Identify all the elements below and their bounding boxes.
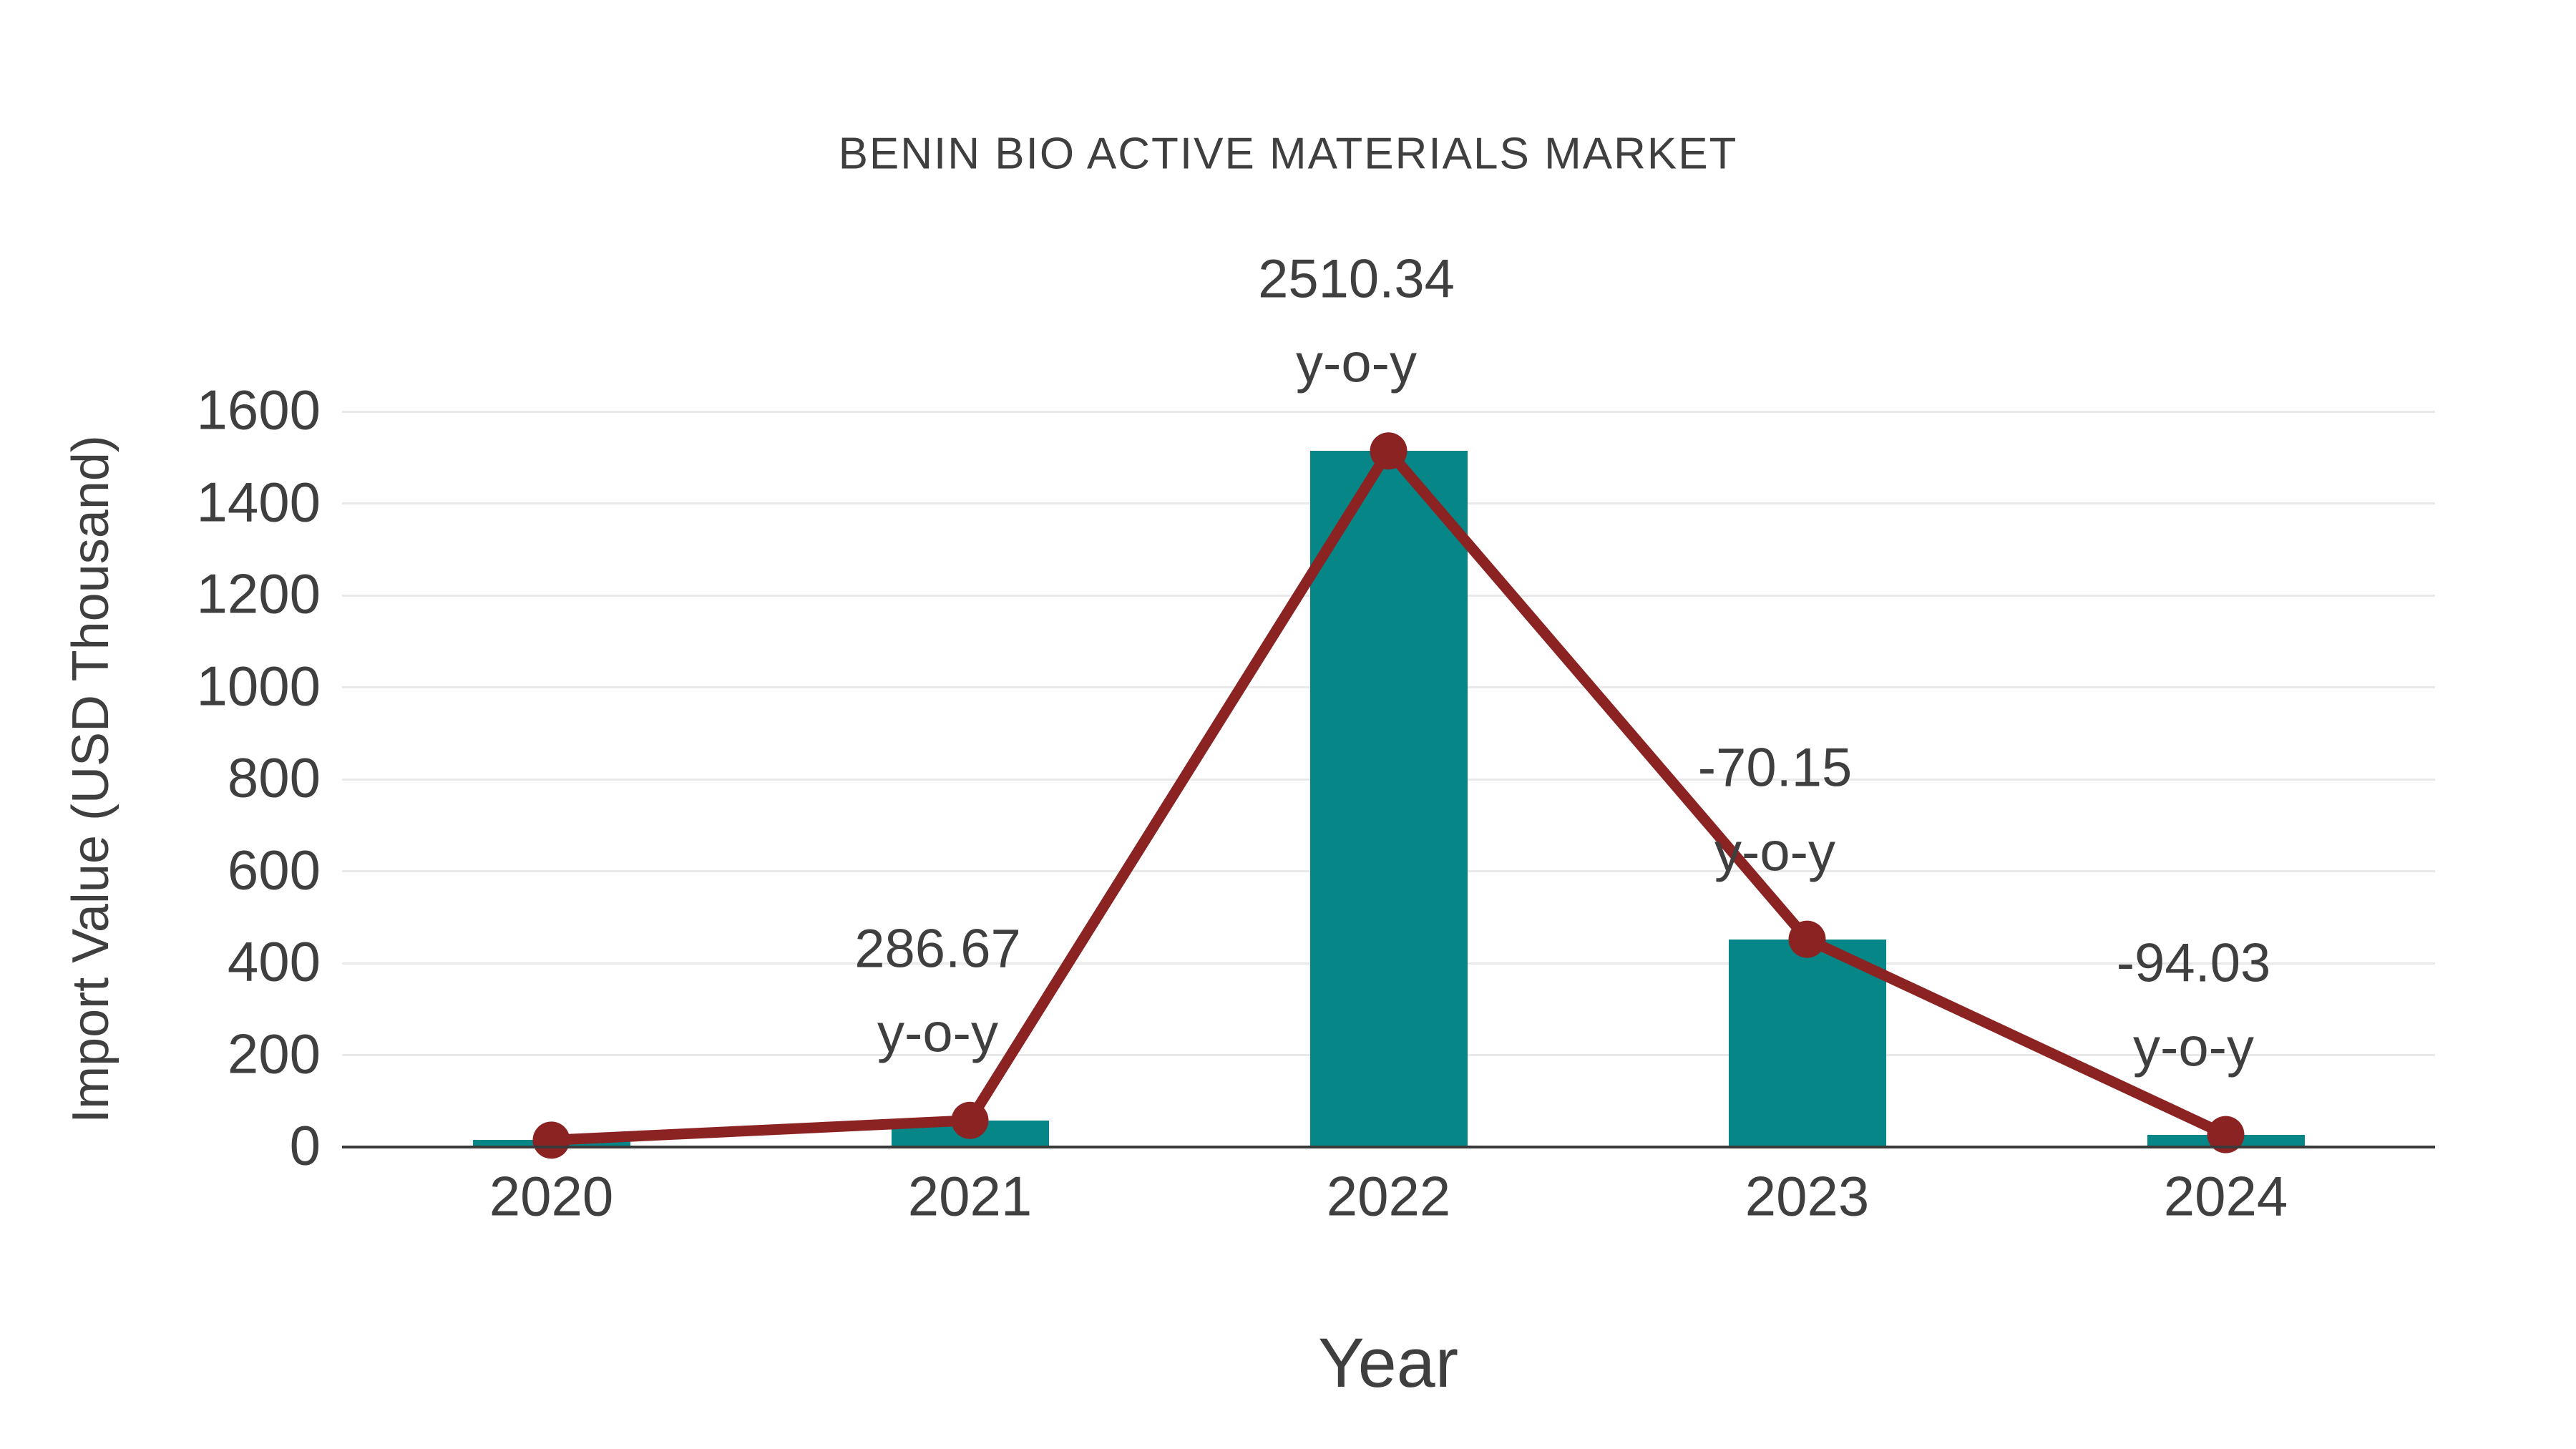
y-tick-label-0: 0: [289, 1113, 321, 1177]
x-axis-line: [342, 1146, 2435, 1148]
annotation-2024-label: y-o-y: [2133, 1017, 2254, 1078]
x-tick-label-2024: 2024: [2163, 1164, 2288, 1228]
x-tick-label-2023: 2023: [1745, 1164, 1870, 1228]
data-point-2023: [1788, 920, 1826, 958]
bar-2023: [1728, 939, 1886, 1147]
x-tick-label-2020: 2020: [489, 1164, 614, 1228]
x-tick-label-2021: 2021: [907, 1164, 1033, 1228]
data-point-2024: [2207, 1116, 2245, 1153]
annotation-2022-label: y-o-y: [1296, 333, 1417, 394]
y-tick-label-800: 800: [227, 746, 321, 809]
data-point-2021: [951, 1101, 989, 1139]
x-tick-label-2022: 2022: [1326, 1164, 1451, 1228]
y-tick-label-1400: 1400: [196, 470, 321, 534]
trend-line: [546, 445, 2231, 1146]
y-tick-label-1000: 1000: [196, 654, 321, 718]
data-point-2020: [532, 1121, 570, 1159]
annotation-2023-value: -70.15: [1697, 737, 1853, 799]
y-tick-label-200: 200: [227, 1022, 321, 1085]
annotation-2023-label: y-o-y: [1714, 821, 1835, 883]
y-tick-label-1200: 1200: [196, 562, 321, 625]
annotation-2021-label: y-o-y: [877, 1002, 998, 1064]
annotation-2024-value: -94.03: [2116, 932, 2271, 994]
y-tick-label-600: 600: [227, 838, 321, 902]
y-tick-label-400: 400: [227, 930, 321, 993]
bar-2022: [1309, 451, 1468, 1147]
h-gridline-1600: [342, 410, 2435, 413]
annotation-2021-value: 286.67: [854, 918, 1021, 980]
y-tick-label-1600: 1600: [196, 378, 321, 441]
annotation-2022-value: 2510.34: [1258, 248, 1455, 310]
data-point-2022: [1370, 432, 1407, 470]
chart-title: BENIN BIO ACTIVE MATERIALS MARKET: [838, 129, 1738, 179]
x-axis-title: Year: [1318, 1324, 1458, 1402]
